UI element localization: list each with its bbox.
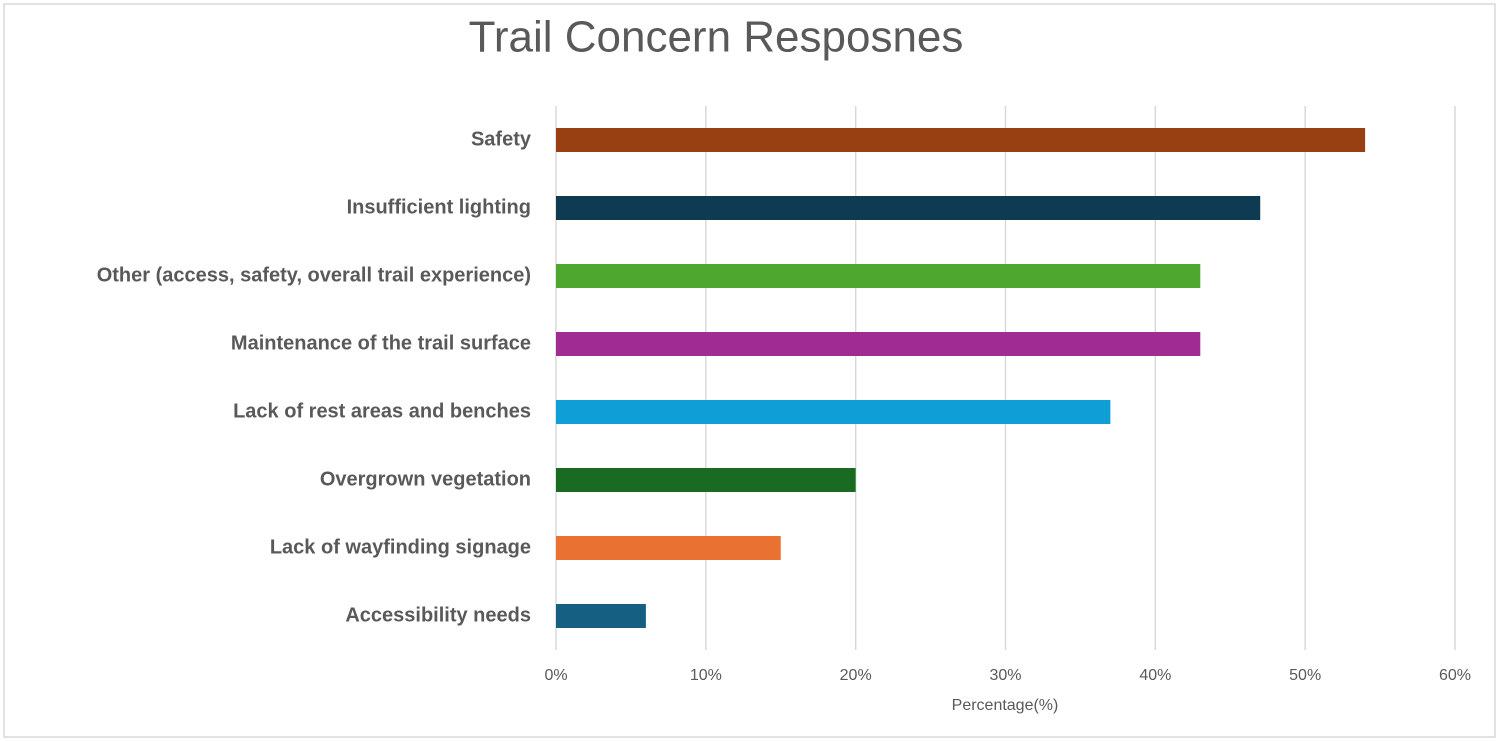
y-tick-label: Safety	[471, 128, 532, 150]
bar	[556, 128, 1366, 152]
x-tick-label: 60%	[1439, 667, 1471, 684]
bar	[556, 332, 1201, 356]
bar	[556, 468, 856, 492]
x-tick-label: 40%	[1139, 667, 1171, 684]
y-tick-label: Accessibility needs	[345, 604, 531, 626]
x-tick-label: 50%	[1289, 667, 1321, 684]
x-tick-label: 10%	[690, 667, 722, 684]
x-tick-label: 30%	[989, 667, 1021, 684]
bar	[556, 264, 1201, 288]
chart-title: Trail Concern Resposnes	[469, 13, 964, 62]
bar	[556, 604, 646, 628]
bar	[556, 196, 1261, 220]
x-axis-title: Percentage(%)	[952, 697, 1059, 714]
chart-border	[3, 3, 1496, 738]
x-tick-label: 0%	[544, 667, 567, 684]
y-tick-label: Lack of rest areas and benches	[233, 400, 531, 422]
y-tick-label: Maintenance of the trail surface	[231, 332, 531, 354]
y-tick-label: Overgrown vegetation	[320, 468, 531, 490]
bar	[556, 536, 781, 560]
bar	[556, 400, 1111, 424]
y-tick-label: Lack of wayfinding signage	[270, 536, 531, 558]
x-tick-label: 20%	[840, 667, 872, 684]
y-tick-label: Insufficient lighting	[347, 196, 531, 218]
y-tick-label: Other (access, safety, overall trail exp…	[97, 264, 531, 286]
